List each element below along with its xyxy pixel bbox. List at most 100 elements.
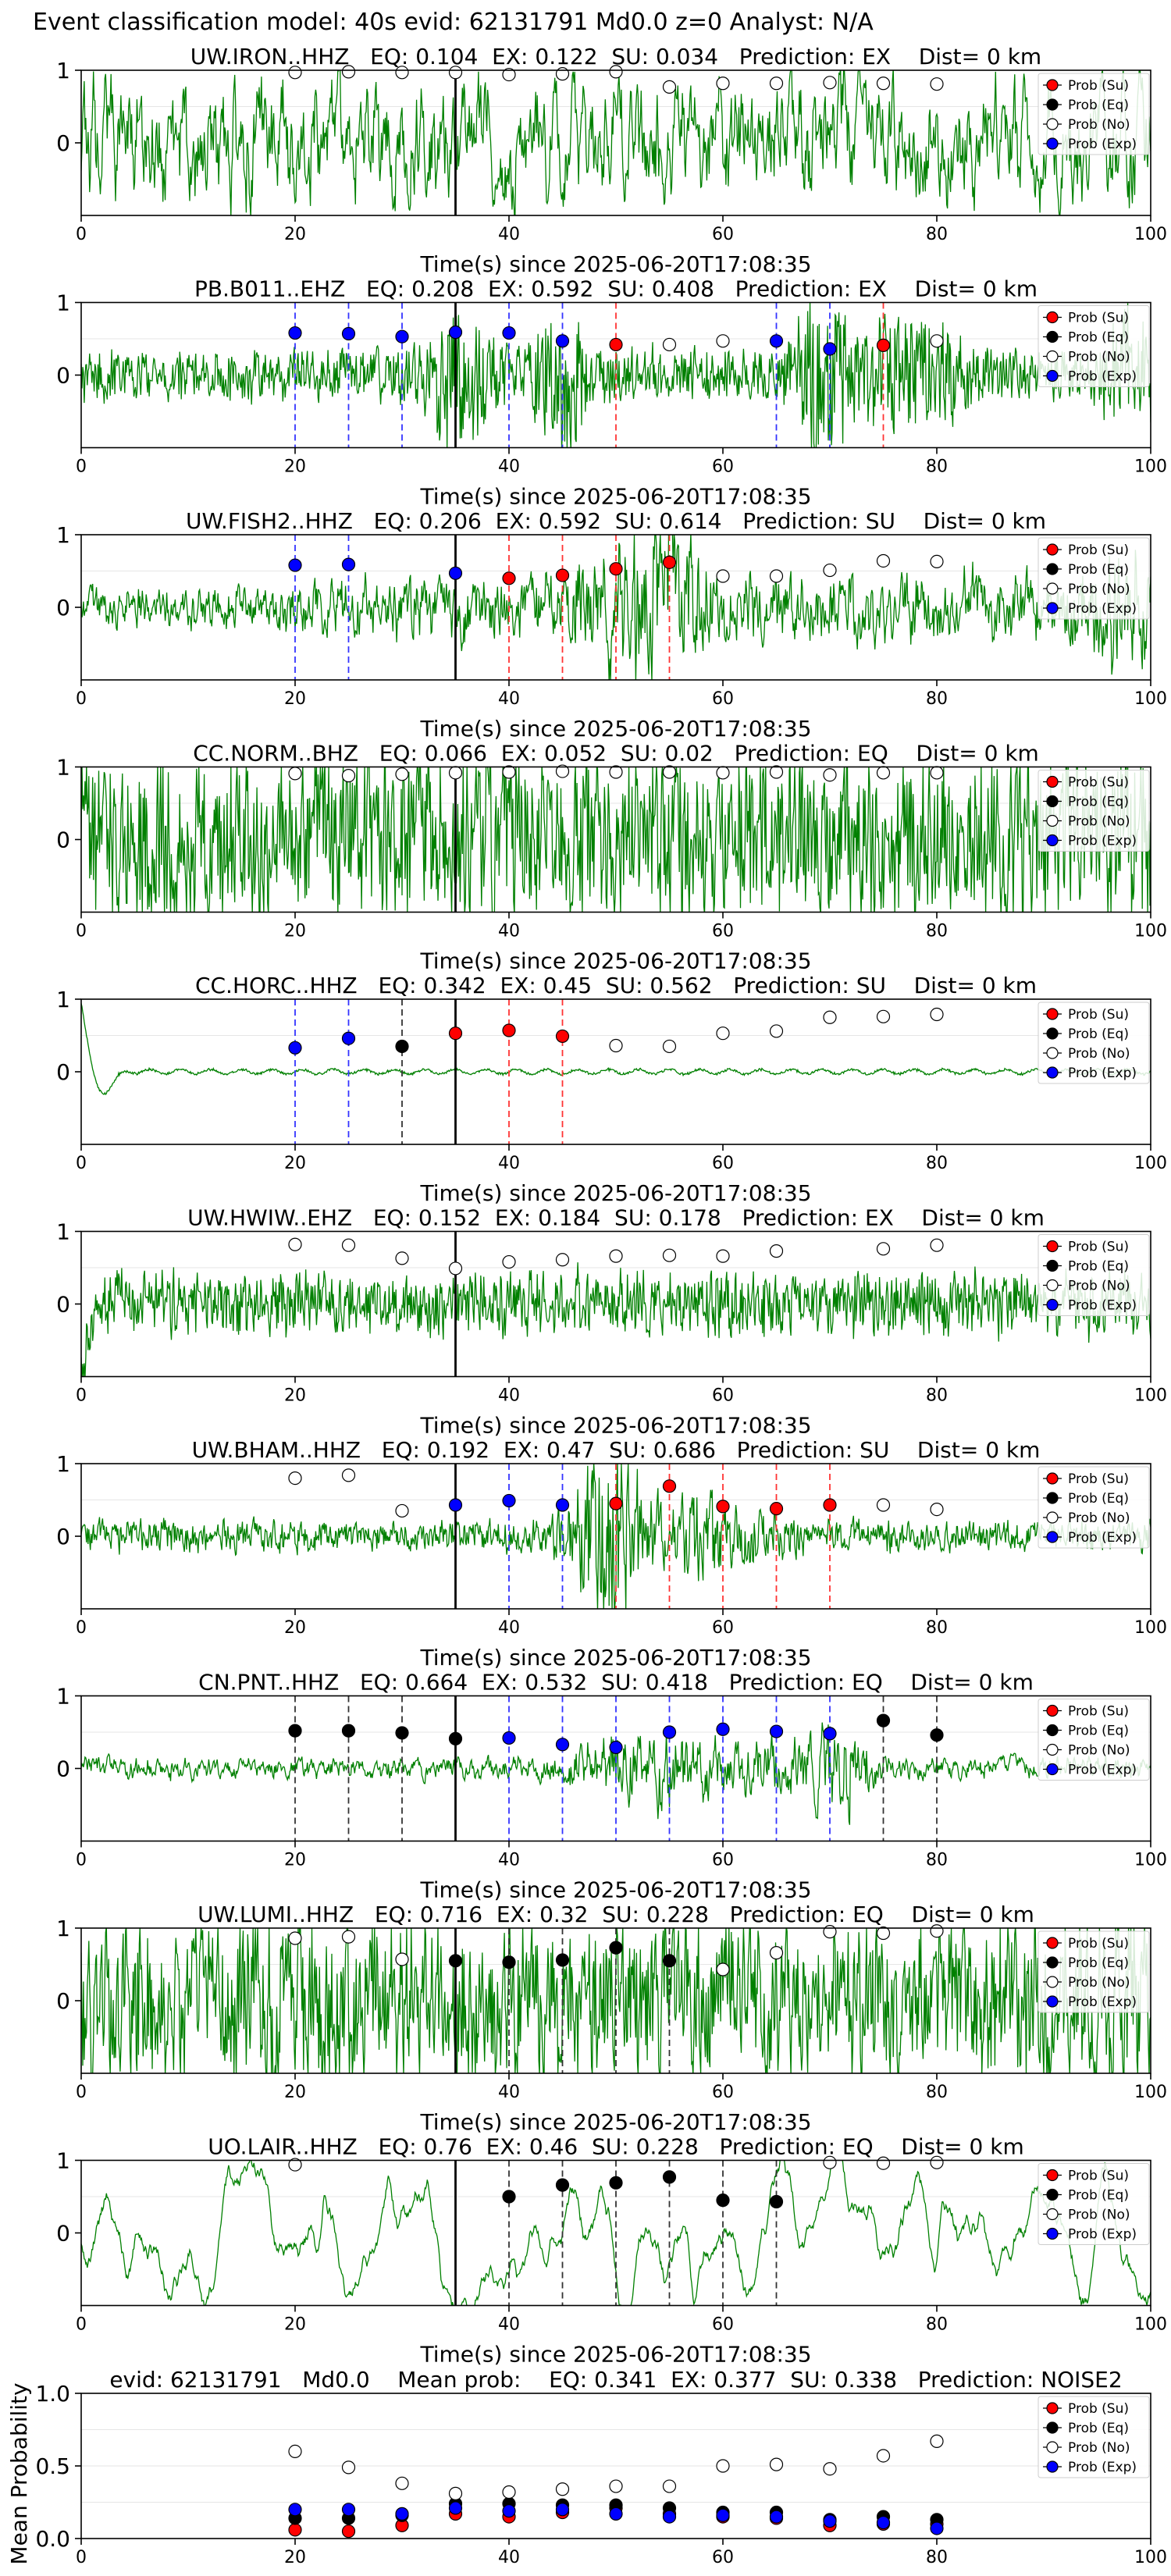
prob-point-su xyxy=(662,555,677,569)
x-tick-label: 60 xyxy=(712,922,734,941)
prob-point-no xyxy=(555,764,570,778)
legend-entry-no: Prob (No) xyxy=(1068,350,1130,365)
x-tick-label: 80 xyxy=(926,2548,948,2567)
x-tick-label: 60 xyxy=(712,2548,734,2567)
panel-plot-area xyxy=(81,999,1151,1144)
prob-point-eq xyxy=(395,1039,409,1054)
legend-marker-su xyxy=(1046,79,1059,91)
prob-point-su xyxy=(823,1498,837,1512)
legend-marker-eq xyxy=(1046,1259,1059,1272)
legend-marker-no xyxy=(1046,2441,1059,2453)
y-tick-label: 0 xyxy=(56,1059,70,1085)
prob-point-no xyxy=(876,1009,891,1023)
prob-point-no xyxy=(341,1238,356,1252)
legend-marker-eq xyxy=(1046,1956,1059,1969)
prob-point-su xyxy=(448,1026,463,1041)
x-tick-label: 0 xyxy=(76,457,87,477)
legend-entry-exp: Prob (Exp) xyxy=(1068,1763,1137,1778)
prob-point-no xyxy=(662,1039,677,1054)
prob-point-no xyxy=(823,2155,837,2169)
mean-prob-point-exp xyxy=(876,2515,891,2530)
prob-point-su xyxy=(876,338,891,352)
legend-entry-no: Prob (No) xyxy=(1068,582,1130,597)
mean-prob-point-exp xyxy=(823,2514,837,2528)
mean-prob-point-no xyxy=(823,2462,837,2476)
x-tick-label: 20 xyxy=(284,2315,306,2335)
prob-point-eq xyxy=(769,2194,784,2209)
legend-marker-su xyxy=(1046,1704,1059,1717)
legend-box xyxy=(1038,1930,1150,2013)
waveform-trace xyxy=(81,70,1151,215)
x-tick-label: 80 xyxy=(926,2315,948,2335)
prob-point-exp xyxy=(502,326,516,340)
prob-point-no xyxy=(341,65,356,79)
prob-point-eq xyxy=(555,2178,570,2192)
legend-entry-no: Prob (No) xyxy=(1068,814,1130,830)
prob-point-eq xyxy=(609,1941,623,1955)
legend-entry-eq: Prob (Eq) xyxy=(1068,562,1129,578)
prob-point-eq xyxy=(662,1954,677,1968)
legend-entry-no: Prob (No) xyxy=(1068,117,1130,133)
panel-title: UW.IRON..HHZ EQ: 0.104 EX: 0.122 SU: 0.0… xyxy=(190,44,1041,69)
legend-marker-eq xyxy=(1046,330,1059,343)
prob-point-no xyxy=(823,768,837,782)
prob-point-no xyxy=(662,1248,677,1262)
legend-entry-no: Prob (No) xyxy=(1068,1743,1130,1759)
x-tick-label: 40 xyxy=(498,457,520,477)
panel-title: UW.HWIW..EHZ EQ: 0.152 EX: 0.184 SU: 0.1… xyxy=(187,1205,1045,1231)
legend-marker-exp xyxy=(1046,602,1059,614)
legend-entry-no: Prob (No) xyxy=(1068,1975,1130,1991)
x-tick-label: 20 xyxy=(284,1154,306,1173)
legend-marker-su xyxy=(1046,1472,1059,1485)
prob-point-no xyxy=(876,553,891,568)
legend-entry-no: Prob (No) xyxy=(1068,2440,1130,2456)
prob-point-no xyxy=(930,2155,944,2169)
prob-point-no xyxy=(930,1238,944,1252)
prob-point-su xyxy=(502,571,516,585)
legend-box xyxy=(1038,770,1150,852)
x-tick-label: 0 xyxy=(76,922,87,941)
panel-plot-area xyxy=(81,1695,1151,1841)
prob-point-no xyxy=(395,767,409,781)
mean-prob-point-no xyxy=(609,2479,623,2493)
legend-entry-no: Prob (No) xyxy=(1068,1510,1130,1526)
prob-point-exp xyxy=(395,329,409,343)
prob-point-eq xyxy=(876,1713,891,1727)
legend-entry-su: Prob (Su) xyxy=(1068,775,1129,791)
legend-marker-eq xyxy=(1046,1492,1059,1504)
prob-point-eq xyxy=(448,1731,463,1745)
y-tick-label: 0.5 xyxy=(35,2453,70,2479)
panel-title: CN.PNT..HHZ EQ: 0.664 EX: 0.532 SU: 0.41… xyxy=(198,1670,1034,1695)
prob-point-no xyxy=(609,1038,623,1053)
legend-marker-no xyxy=(1046,1279,1059,1292)
x-tick-label: 80 xyxy=(926,225,948,244)
legend-marker-no xyxy=(1046,582,1059,595)
y-tick-label: 0 xyxy=(56,363,70,389)
x-tick-label: 80 xyxy=(926,457,948,477)
legend-entry-no: Prob (No) xyxy=(1068,2208,1130,2223)
legend-entry-su: Prob (Su) xyxy=(1068,1240,1129,1255)
mean-prob-point-no xyxy=(395,2476,409,2490)
legend-entry-no: Prob (No) xyxy=(1068,1279,1130,1294)
legend-marker-exp xyxy=(1046,1298,1059,1311)
prob-point-eq xyxy=(502,1955,516,1969)
legend-marker-su xyxy=(1046,1008,1059,1020)
legend-marker-exp xyxy=(1046,1066,1059,1079)
x-tick-label: 20 xyxy=(284,225,306,244)
x-tick-label: 20 xyxy=(284,1386,306,1406)
mean-prob-point-exp xyxy=(930,2521,944,2535)
prob-point-no xyxy=(288,1471,302,1485)
prob-point-exp xyxy=(448,566,463,580)
legend-box xyxy=(1038,2163,1150,2245)
prob-point-no xyxy=(502,67,516,82)
mean-prob-point-su xyxy=(341,2524,356,2539)
x-tick-label: 40 xyxy=(498,1154,520,1173)
legend-entry-eq: Prob (Eq) xyxy=(1068,1491,1129,1507)
x-tick-label: 60 xyxy=(712,2083,734,2102)
legend-entry-eq: Prob (Eq) xyxy=(1068,1955,1129,1971)
x-tick-label: 40 xyxy=(498,922,520,941)
